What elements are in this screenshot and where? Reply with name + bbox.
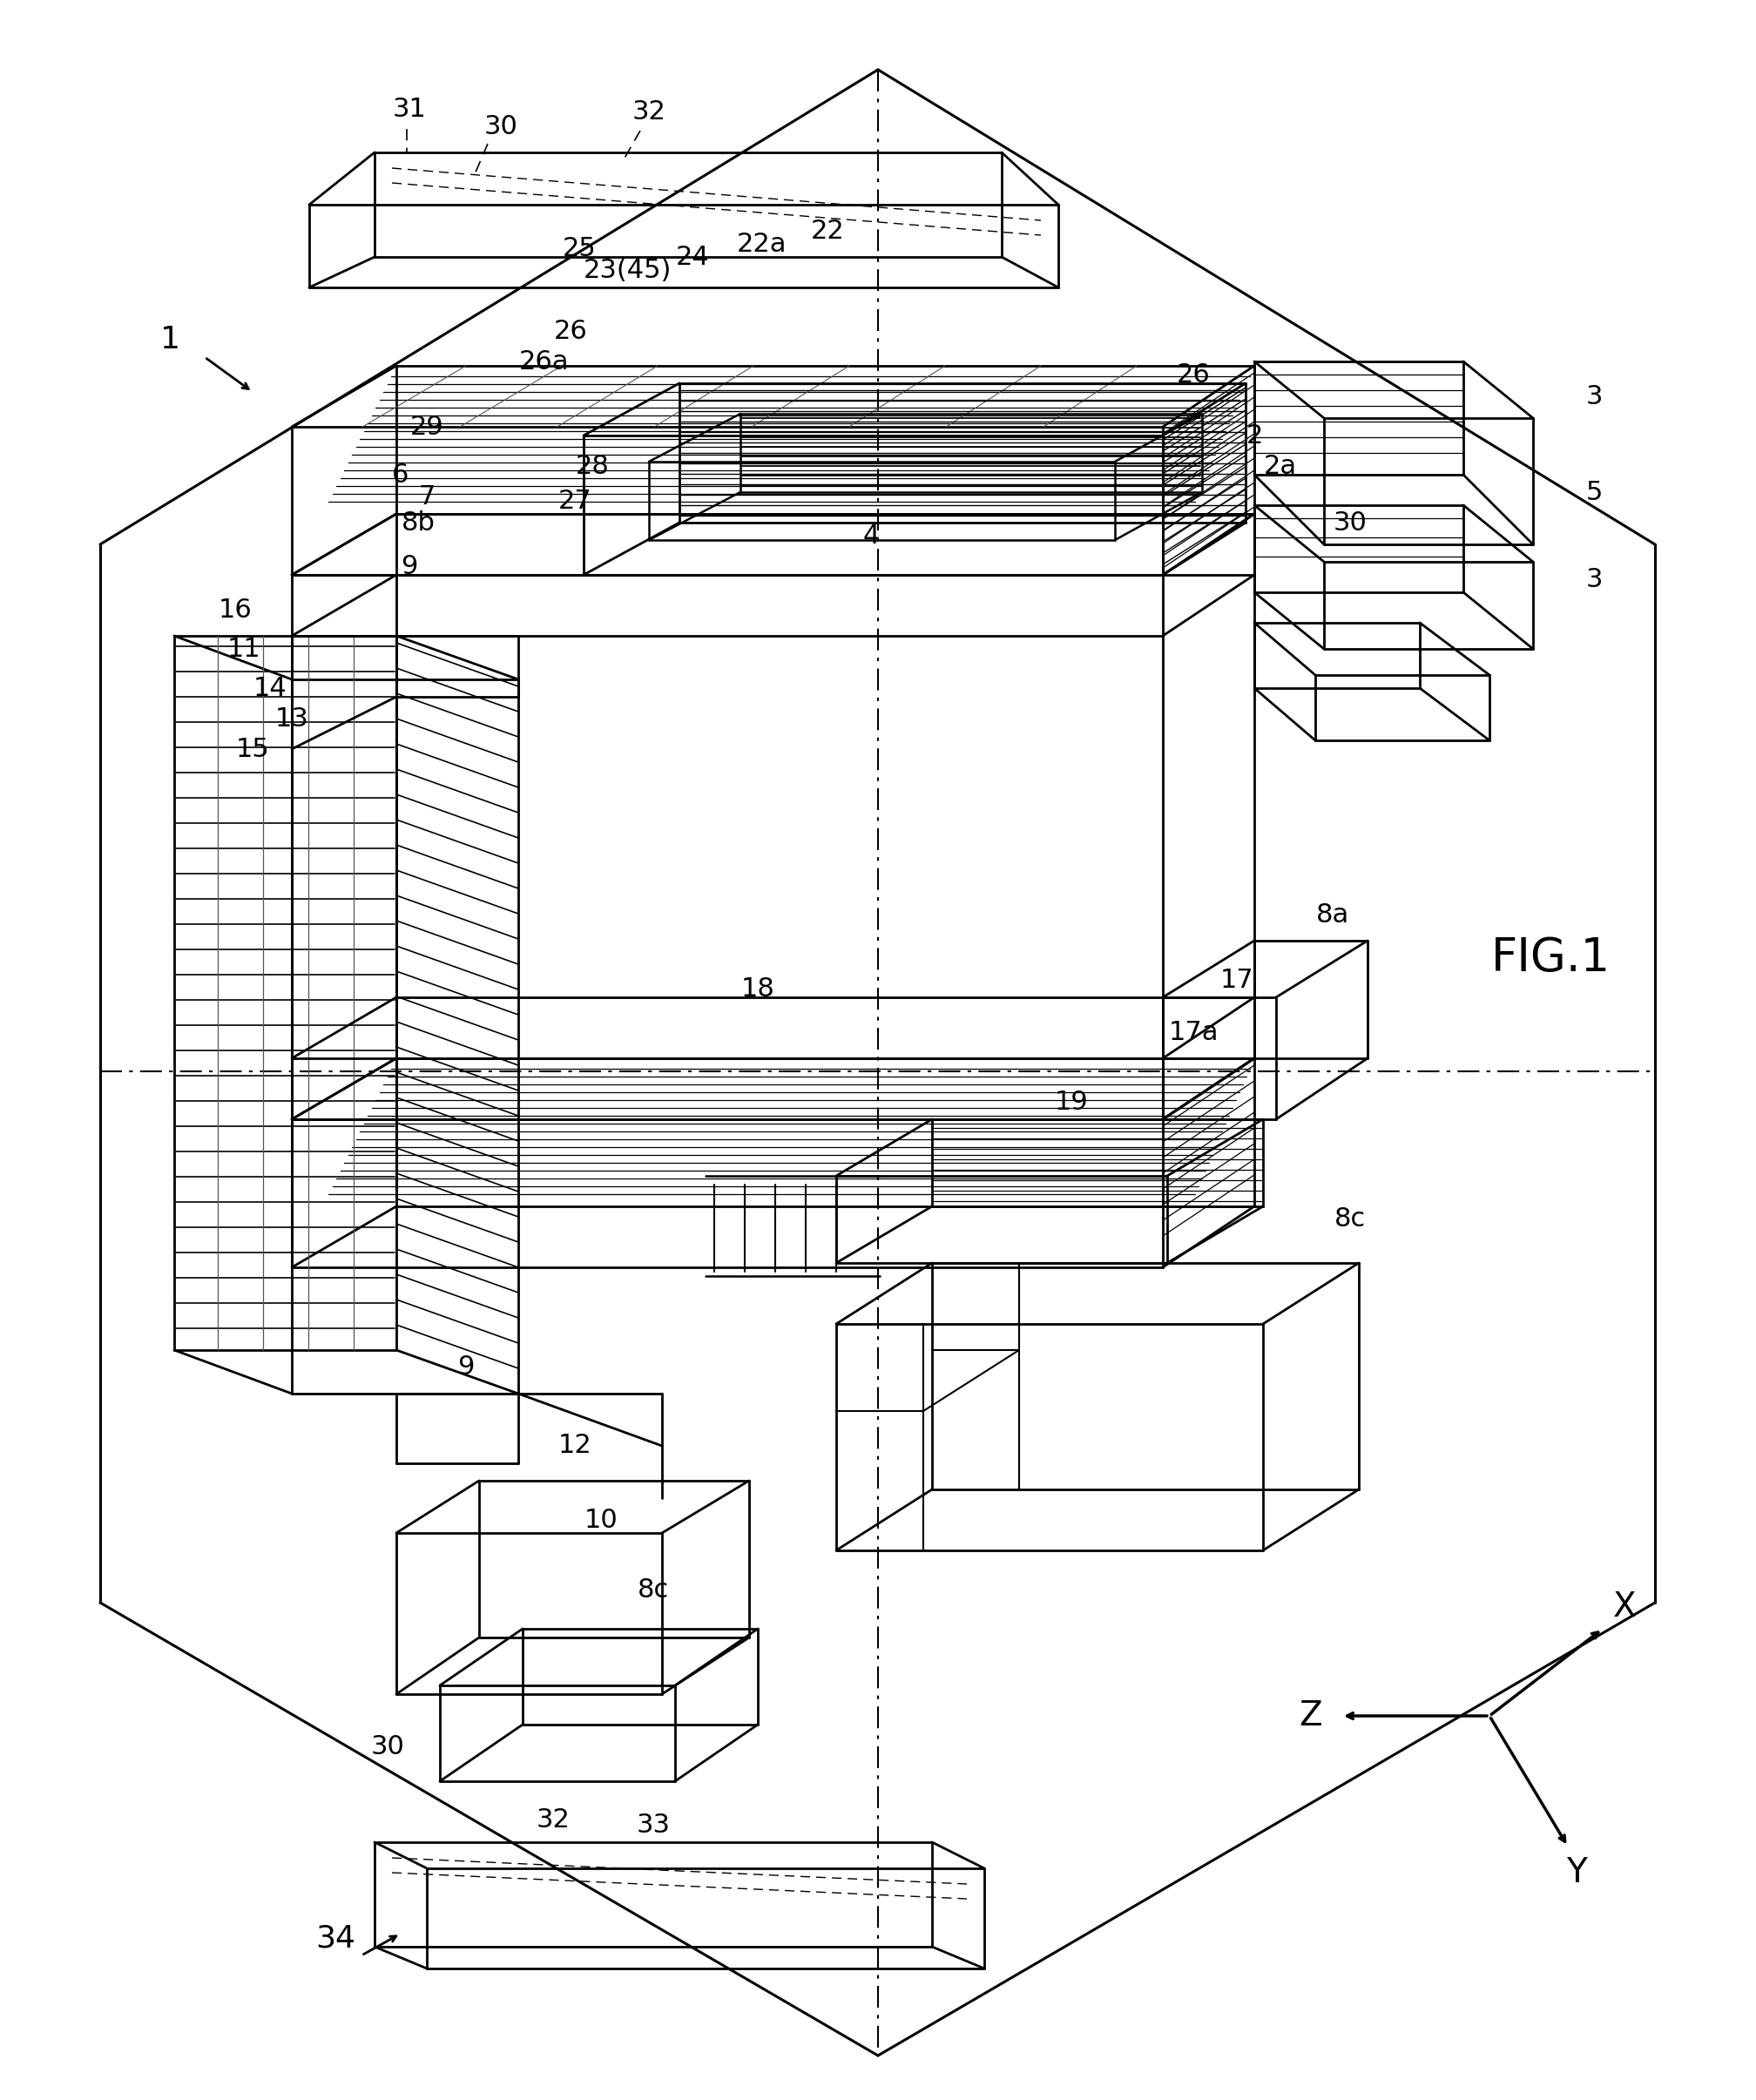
Text: 26a: 26a (520, 349, 569, 374)
Text: 30: 30 (1333, 510, 1366, 536)
Text: 8c: 8c (1335, 1207, 1366, 1233)
Text: 11: 11 (227, 636, 260, 662)
Text: 1: 1 (160, 326, 179, 355)
Text: 3: 3 (1586, 567, 1603, 592)
Text: 7: 7 (418, 483, 435, 508)
Text: 12: 12 (558, 1432, 592, 1460)
Text: 26: 26 (1177, 361, 1210, 386)
Text: 6: 6 (392, 462, 409, 487)
Text: 14: 14 (253, 676, 286, 701)
Text: 18: 18 (741, 976, 774, 1002)
Text: 2: 2 (1245, 422, 1263, 447)
Text: 24: 24 (676, 244, 709, 269)
Text: 19: 19 (1055, 1090, 1089, 1115)
Text: 15: 15 (235, 737, 269, 762)
Text: 13: 13 (276, 706, 309, 731)
Text: 32: 32 (632, 99, 666, 124)
Text: 16: 16 (218, 596, 253, 622)
Text: 3: 3 (1586, 384, 1603, 410)
Text: 25: 25 (562, 235, 595, 260)
Text: 23(45): 23(45) (583, 258, 671, 284)
Text: 26: 26 (553, 319, 588, 344)
Text: 8c: 8c (637, 1577, 669, 1602)
Text: 2a: 2a (1264, 454, 1298, 479)
Text: 28: 28 (576, 454, 609, 479)
Text: 29: 29 (409, 414, 444, 439)
Text: 8b: 8b (400, 510, 435, 536)
Text: 22: 22 (811, 218, 845, 244)
Text: 4: 4 (862, 523, 880, 548)
Text: Y: Y (1566, 1856, 1587, 1890)
Text: X: X (1612, 1590, 1637, 1623)
Text: 30: 30 (485, 113, 518, 139)
Text: 27: 27 (558, 487, 592, 514)
Text: 9: 9 (400, 554, 418, 580)
Text: 22a: 22a (738, 231, 787, 256)
Text: 8a: 8a (1315, 901, 1349, 928)
Text: 31: 31 (392, 97, 427, 122)
Text: 17a: 17a (1168, 1018, 1219, 1046)
Text: FIG.1: FIG.1 (1491, 934, 1610, 981)
Text: 30: 30 (371, 1735, 404, 1760)
Text: 5: 5 (1586, 479, 1603, 504)
Text: 10: 10 (585, 1508, 618, 1533)
Text: 34: 34 (316, 1924, 355, 1953)
Text: 33: 33 (636, 1812, 671, 1838)
Text: Z: Z (1299, 1699, 1322, 1732)
Text: 17: 17 (1220, 968, 1254, 993)
Text: 32: 32 (536, 1808, 571, 1833)
Text: 9: 9 (458, 1354, 474, 1380)
